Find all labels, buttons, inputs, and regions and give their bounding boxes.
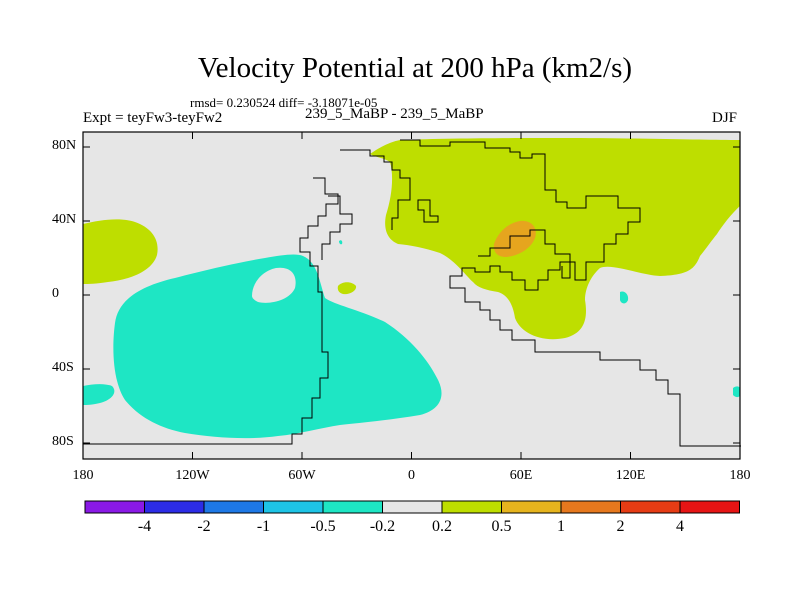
coastline-north-europe bbox=[340, 149, 411, 230]
colorbar-swatch bbox=[679, 500, 740, 514]
positive-anomaly-region-eurasia bbox=[370, 138, 740, 340]
season-label: DJF bbox=[712, 110, 738, 126]
colorbar-label: 0.2 bbox=[432, 518, 452, 535]
coastline-americas bbox=[83, 177, 339, 445]
x-tick-label: 60E bbox=[509, 468, 533, 483]
colorbar-label: 0.5 bbox=[491, 518, 512, 535]
stats-line: rmsd= 0.230524 diff= -3.18071e-05 bbox=[190, 95, 378, 110]
axis-ticks bbox=[82, 132, 741, 459]
colorbar-swatch bbox=[203, 500, 264, 514]
y-tick-label: 0 bbox=[52, 286, 59, 301]
colorbar-swatch bbox=[560, 500, 621, 514]
coastline-arctic bbox=[321, 195, 353, 260]
x-tick-label: 0 bbox=[408, 468, 415, 483]
y-tick-label: 80N bbox=[52, 138, 77, 153]
negative-anomaly-dot-east-2 bbox=[733, 386, 740, 398]
y-tick-label: 40N bbox=[52, 212, 77, 227]
x-tick-label: 180 bbox=[729, 468, 751, 483]
negative-anomaly-dot-east-1 bbox=[620, 291, 629, 304]
colorbar-swatch bbox=[620, 500, 681, 514]
colorbar-label: -1 bbox=[256, 518, 271, 535]
negative-anomaly-edge-southwest bbox=[83, 384, 115, 405]
negative-anomaly-dot-atlantic bbox=[339, 240, 343, 245]
colorbar-label: -2 bbox=[197, 518, 211, 535]
colorbar-label: 4 bbox=[676, 518, 684, 535]
colorbar-label: 1 bbox=[557, 518, 565, 535]
positive-anomaly-region-north-pacific bbox=[83, 219, 158, 284]
continent-outlines bbox=[83, 139, 741, 447]
x-tick-label: 180 bbox=[72, 468, 94, 483]
chart-title: Velocity Potential at 200 hPa (km2/s) bbox=[197, 52, 633, 84]
colorbar-label: -0.2 bbox=[369, 518, 396, 535]
colorbar-swatch bbox=[501, 500, 562, 514]
colorbar-swatch bbox=[382, 500, 443, 514]
colorbar-swatch bbox=[84, 500, 145, 514]
colorbar-label: 2 bbox=[616, 518, 625, 535]
neutral-hole-in-negative-region bbox=[252, 267, 296, 303]
coastline-eurasia-africa bbox=[400, 139, 741, 447]
map-field bbox=[83, 132, 740, 459]
coastline-arabia bbox=[478, 229, 571, 279]
colorbar-label: -0.5 bbox=[310, 518, 336, 535]
colorbar-swatch bbox=[441, 500, 502, 514]
positive-anomaly-blob-atlantic bbox=[337, 282, 357, 295]
colorbar bbox=[84, 500, 740, 514]
period-label: 239_5_MaBP - 239_5_MaBP bbox=[305, 106, 484, 122]
coastline-mediterranean bbox=[417, 199, 439, 223]
colorbar-label: -4 bbox=[137, 518, 152, 535]
colorbar-swatch bbox=[322, 500, 383, 514]
colorbar-swatch bbox=[263, 500, 324, 514]
y-tick-label: 80S bbox=[52, 434, 74, 449]
x-tick-label: 120E bbox=[615, 468, 646, 483]
colorbar-swatch bbox=[144, 500, 205, 514]
x-tick-label: 120W bbox=[175, 468, 210, 483]
y-tick-label: 40S bbox=[52, 360, 74, 375]
negative-anomaly-region-south-pacific bbox=[113, 254, 442, 439]
x-tick-label: 60W bbox=[288, 468, 316, 483]
experiment-label: Expt = teyFw3-teyFw2 bbox=[83, 110, 223, 126]
